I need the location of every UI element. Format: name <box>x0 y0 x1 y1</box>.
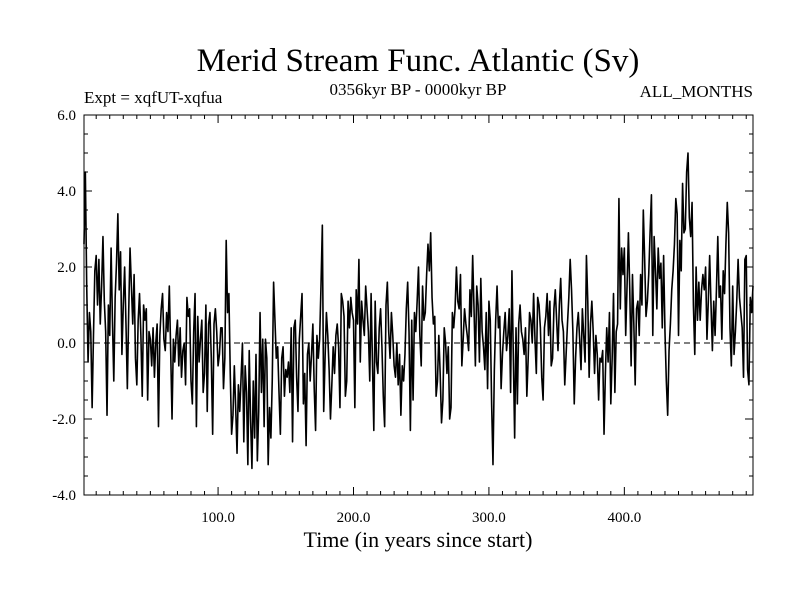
x-tick-label: 400.0 <box>607 510 641 526</box>
y-tick-label: 2.0 <box>57 260 76 276</box>
series-line <box>83 152 754 470</box>
x-tick-label: 300.0 <box>472 510 506 526</box>
y-tick-label: -4.0 <box>52 488 76 504</box>
x-tick-label: 100.0 <box>201 510 235 526</box>
chart-title: Merid Stream Func. Atlantic (Sv) <box>197 43 640 79</box>
ticks-group: 100.0 200.0 300.0 400.0 -4.0 -2.0 0.0 2.0 4.0 6.0 <box>52 108 753 526</box>
y-tick-label: -2.0 <box>52 412 76 428</box>
y-tick-label: 4.0 <box>57 184 76 200</box>
x-tick-label: 200.0 <box>337 510 371 526</box>
x-axis-label: Time (in years since start) <box>304 527 533 552</box>
y-tick-label: 6.0 <box>57 108 76 124</box>
months-label: ALL_MONTHS <box>640 82 753 101</box>
experiment-label: Expt = xqfUT-xqfua <box>84 88 223 107</box>
time-range-label: 0356kyr BP - 0000kyr BP <box>330 80 507 99</box>
y-tick-label: 0.0 <box>57 336 76 352</box>
